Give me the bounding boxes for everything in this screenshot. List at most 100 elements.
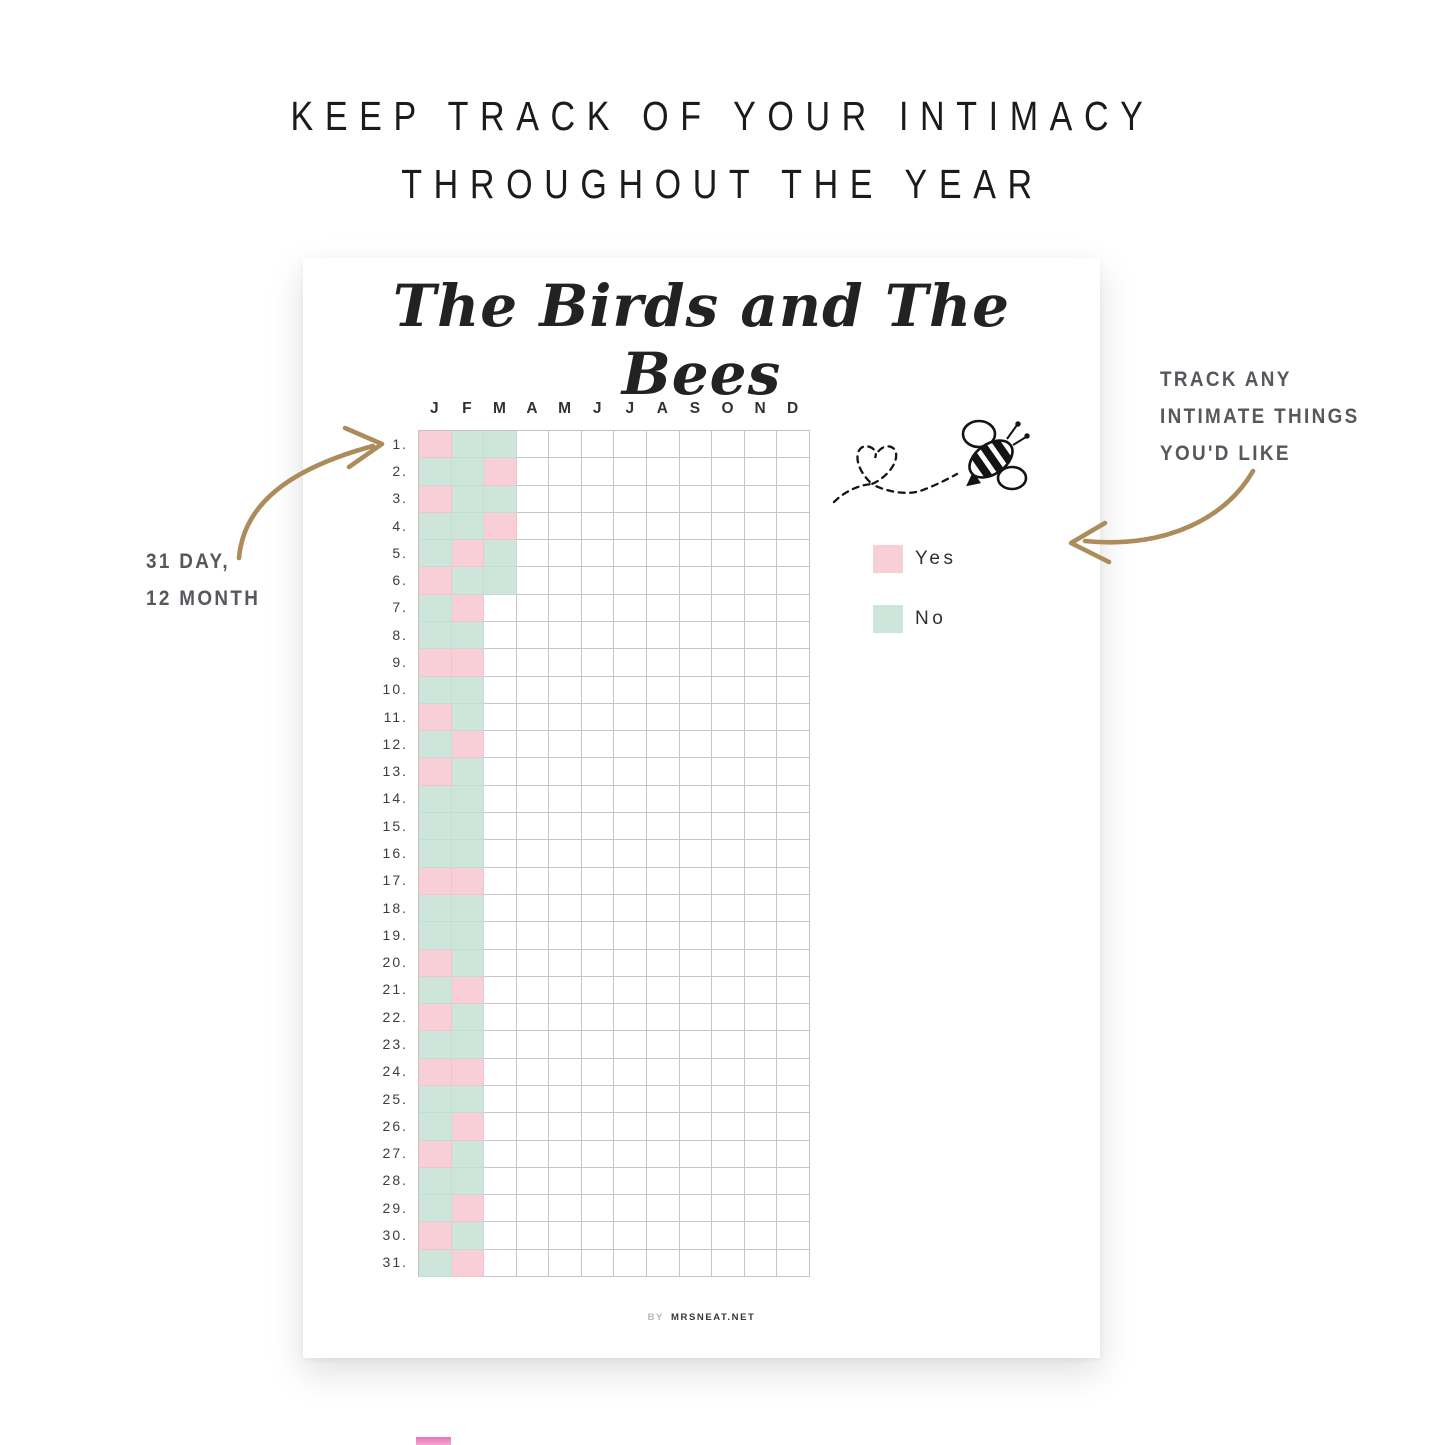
day-label: 27. bbox=[382, 1145, 408, 1162]
tracker-cell bbox=[549, 1004, 582, 1032]
tracker-cell bbox=[549, 540, 582, 568]
tracker-cell bbox=[549, 813, 582, 841]
day-label: 23. bbox=[382, 1036, 408, 1053]
tracker-cell bbox=[484, 1249, 517, 1277]
heart-flight-path-icon bbox=[832, 445, 959, 504]
tracker-cell bbox=[744, 1004, 778, 1032]
tracker-cell bbox=[451, 431, 485, 459]
tracker-cell bbox=[614, 840, 648, 868]
tracker-cell bbox=[484, 949, 517, 977]
tracker-cell bbox=[647, 703, 680, 732]
tracker-cell bbox=[744, 894, 778, 923]
tracker-cell bbox=[647, 594, 680, 623]
gold-arrow-left-icon bbox=[236, 425, 385, 561]
tracker-cell bbox=[614, 976, 648, 1005]
tracker-cell bbox=[647, 649, 680, 677]
day-label: 19. bbox=[382, 926, 408, 943]
page-title-line: KEEP TRACK OF YOUR INTIMACY bbox=[290, 93, 1155, 139]
tracker-cell bbox=[744, 703, 778, 732]
tracker-cell bbox=[549, 649, 582, 677]
tracker-cell bbox=[516, 567, 550, 595]
tracker-cell bbox=[516, 949, 550, 977]
tracker-cell bbox=[712, 485, 745, 513]
tracker-cell bbox=[679, 512, 713, 541]
bee-icon bbox=[961, 419, 1030, 491]
tracker-cell bbox=[451, 1140, 485, 1168]
tracker-cell bbox=[516, 594, 550, 623]
tracker-cell bbox=[549, 431, 582, 459]
tracker-cell bbox=[647, 1195, 680, 1223]
tracker-cell bbox=[777, 867, 810, 895]
tracker-cell bbox=[777, 731, 810, 759]
tracker-cell bbox=[712, 1249, 745, 1277]
tracker-cell bbox=[744, 758, 778, 786]
tracker-cell bbox=[679, 649, 713, 677]
tracker-cell bbox=[484, 840, 517, 868]
tracker-cell bbox=[712, 649, 745, 677]
tracker-cell bbox=[451, 785, 485, 814]
tracker-cell bbox=[516, 976, 550, 1005]
tracker-cell bbox=[679, 567, 713, 595]
tracker-cell bbox=[549, 1195, 582, 1223]
legend-swatch-no bbox=[873, 605, 903, 633]
tracker-cell bbox=[744, 458, 778, 486]
tracker-cell bbox=[647, 785, 680, 814]
tracker-cell bbox=[484, 1140, 517, 1168]
day-label: 5. bbox=[392, 544, 408, 561]
note-left-line: 31 DAY, bbox=[146, 550, 230, 573]
day-label: 20. bbox=[382, 954, 408, 971]
tracker-cell bbox=[679, 785, 713, 814]
bottom-pink-accent bbox=[416, 1437, 451, 1445]
month-label: S bbox=[689, 400, 701, 417]
tracker-cell bbox=[712, 1140, 745, 1168]
tracker-cell bbox=[679, 540, 713, 568]
tracker-cell bbox=[484, 649, 517, 677]
tracker-cell bbox=[581, 703, 615, 732]
tracker-cell bbox=[777, 813, 810, 841]
day-label: 4. bbox=[392, 517, 408, 534]
tracker-cell bbox=[712, 1004, 745, 1032]
footer-credit: BY MRSNEAT.NET bbox=[303, 1312, 1100, 1323]
tracker-cell bbox=[581, 1085, 615, 1114]
tracker-cell bbox=[549, 758, 582, 786]
tracker-cell bbox=[712, 1222, 745, 1250]
tracker-cell bbox=[484, 785, 517, 814]
tracker-cell bbox=[614, 758, 648, 786]
tracker-cell bbox=[581, 1222, 615, 1250]
tracker-cell bbox=[419, 676, 452, 704]
tracker-cell bbox=[647, 567, 680, 595]
tracker-cell bbox=[484, 567, 517, 595]
tracker-cell bbox=[451, 894, 485, 923]
tracker-cell bbox=[581, 1140, 615, 1168]
day-label: 1. bbox=[392, 435, 408, 452]
tracker-cell bbox=[712, 676, 745, 704]
tracker-cell bbox=[581, 1031, 615, 1059]
page-title: KEEP TRACK OF YOUR INTIMACY THROUGHOUT TH… bbox=[123, 82, 1322, 218]
tracker-cell bbox=[549, 1085, 582, 1114]
tracker-cell bbox=[419, 649, 452, 677]
tracker-cell bbox=[451, 485, 485, 513]
tracker-cell bbox=[712, 512, 745, 541]
tracker-cell bbox=[777, 894, 810, 923]
tracker-cell bbox=[516, 1222, 550, 1250]
tracker-cell bbox=[419, 594, 452, 623]
tracker-cell bbox=[679, 949, 713, 977]
day-label: 2. bbox=[392, 462, 408, 479]
tracker-page-card: The Birds and The Bees J F M A M J J A S O N D 1. 2.… bbox=[303, 258, 1100, 1358]
tracker-cell bbox=[712, 1167, 745, 1196]
tracker-cell bbox=[516, 431, 550, 459]
tracker-cell bbox=[484, 1113, 517, 1141]
tracker-cell bbox=[777, 949, 810, 977]
tracker-cell bbox=[484, 976, 517, 1005]
tracker-cell bbox=[647, 485, 680, 513]
tracker-cell bbox=[516, 649, 550, 677]
tracker-cell bbox=[614, 1031, 648, 1059]
tracker-cell bbox=[712, 594, 745, 623]
tracker-cell bbox=[516, 731, 550, 759]
tracker-cell bbox=[516, 1140, 550, 1168]
tracker-cell bbox=[712, 813, 745, 841]
tracker-cell bbox=[419, 567, 452, 595]
day-label: 7. bbox=[392, 599, 408, 616]
day-label: 6. bbox=[392, 572, 408, 589]
